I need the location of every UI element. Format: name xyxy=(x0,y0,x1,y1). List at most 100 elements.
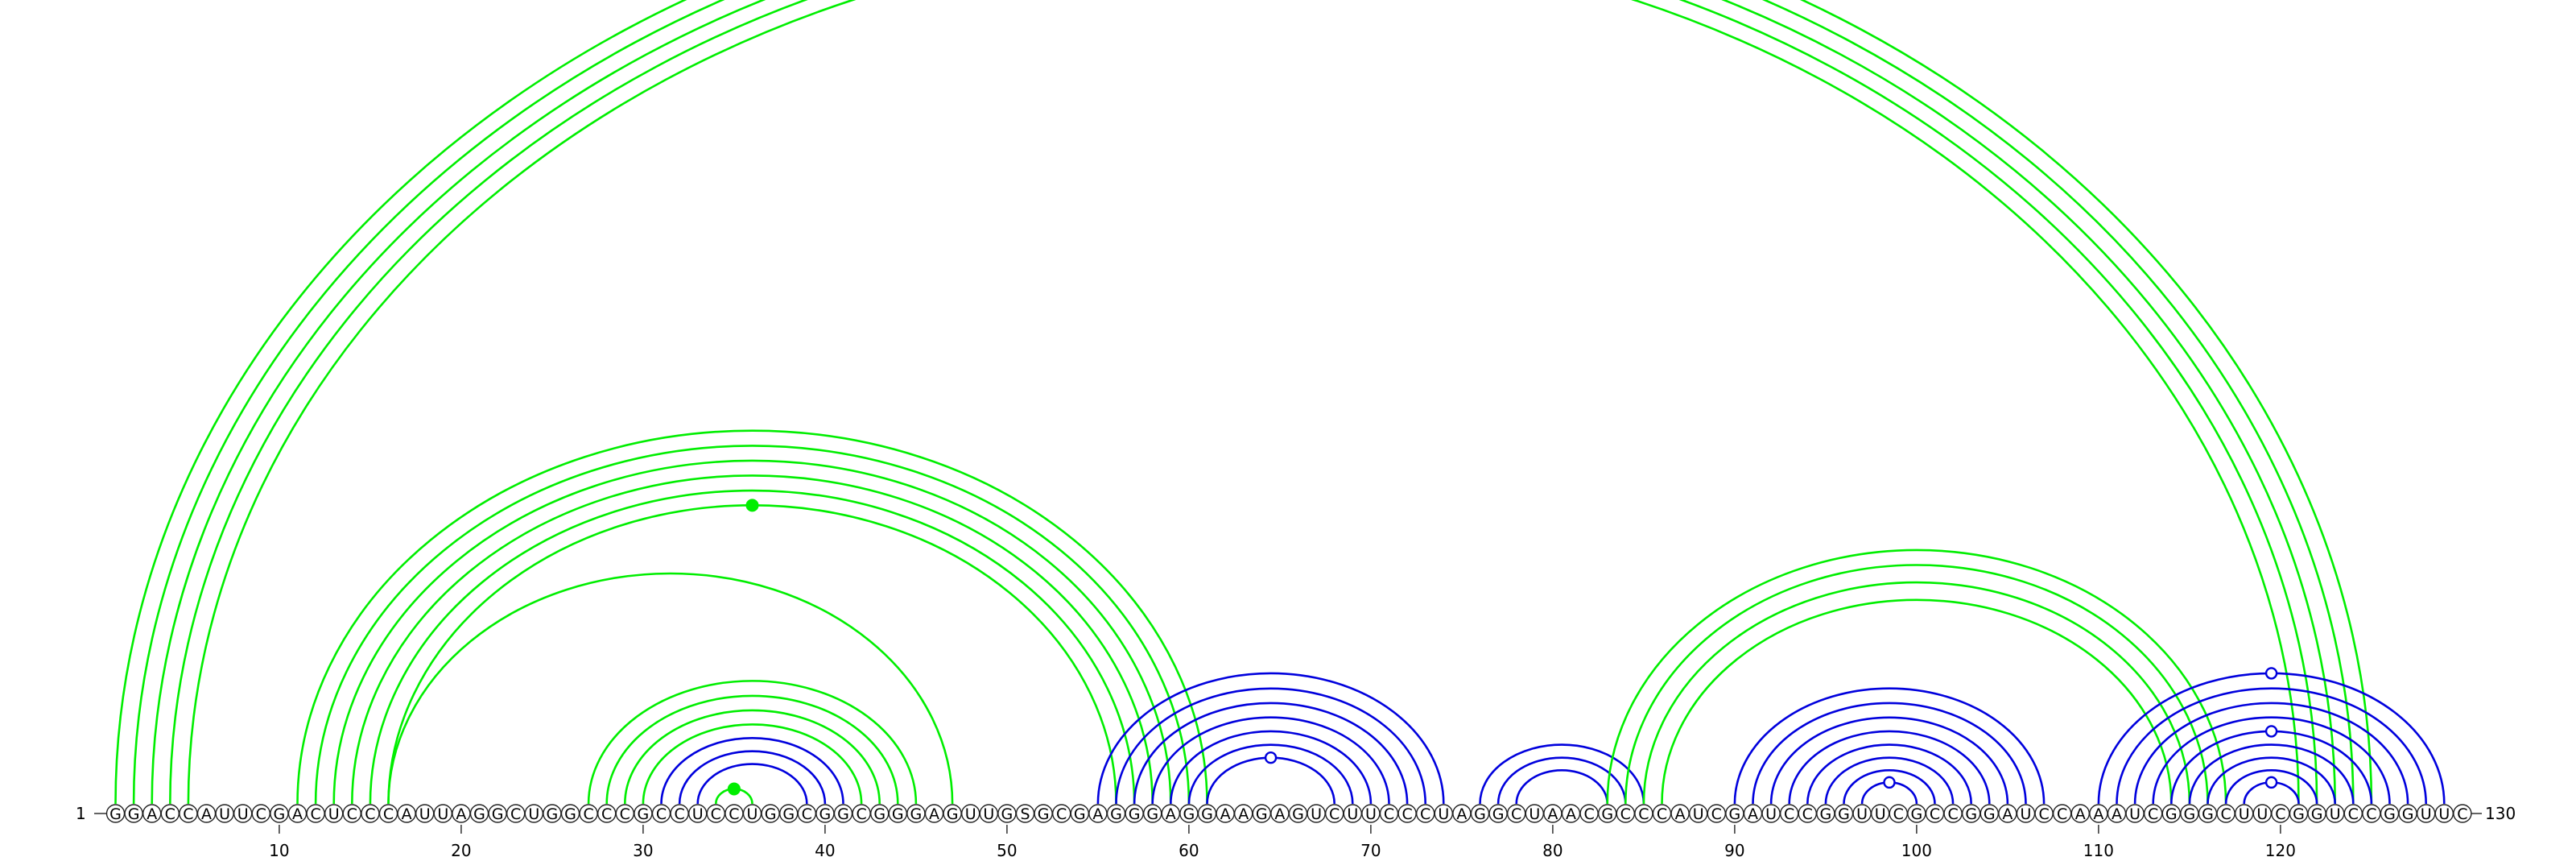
nucleotide: C xyxy=(1616,804,1636,823)
arc-60-69 xyxy=(1187,743,1354,805)
arc-112-127 xyxy=(2133,702,2409,805)
nucleotide: U xyxy=(1688,804,1708,823)
nucleotide-letter: G xyxy=(473,805,485,823)
arc-90-107 xyxy=(1733,687,2046,805)
arc-83-117 xyxy=(1606,549,2227,805)
nucleotide-letter: U xyxy=(965,805,976,823)
nucleotide: U xyxy=(2325,804,2345,823)
nucleotide: A xyxy=(1233,804,1253,823)
nucleotide-letter: G xyxy=(1256,805,1268,823)
nucleotide-letter: G xyxy=(1146,805,1158,823)
nucleotide: G xyxy=(1252,804,1272,823)
nucleotide-letter: C xyxy=(383,805,394,823)
nucleotide: A xyxy=(196,804,217,823)
nucleotide-letter: G xyxy=(765,805,777,823)
nucleotide: A xyxy=(1161,804,1181,823)
tick-label-40: 40 xyxy=(815,841,835,857)
tick-label-50: 50 xyxy=(997,841,1017,857)
nucleotide-letter: G xyxy=(1838,805,1850,823)
nucleotide-letter: C xyxy=(1657,805,1667,823)
nucleotide: A xyxy=(397,804,416,823)
nucleotide-letter: U xyxy=(2330,805,2341,823)
nucleotide: G xyxy=(469,804,489,823)
arc-86-114 xyxy=(1661,598,2173,805)
nucleotide-letter: G xyxy=(274,805,286,823)
arc-15-57 xyxy=(369,489,1136,805)
arc-16-47 xyxy=(387,572,954,805)
nucleotide: C xyxy=(160,804,180,823)
open-marker-97-100 xyxy=(1883,776,1896,789)
nucleotide: C xyxy=(378,804,398,823)
nucleotide-letter: U xyxy=(1438,805,1449,823)
nucleotide-letter: G xyxy=(1129,805,1141,823)
filled-marker-34-36 xyxy=(727,782,741,796)
nucleotide-letter: U xyxy=(1529,805,1540,823)
arc-91-106 xyxy=(1752,702,2027,805)
arc-85-115 xyxy=(1642,581,2191,805)
nucleotide: C xyxy=(724,804,744,823)
arc-78-83 xyxy=(1515,769,1608,805)
arc-5-121 xyxy=(187,0,2300,805)
nucleotide-letter: A xyxy=(1238,805,1249,823)
nucleotide-letter: C xyxy=(2148,805,2158,823)
nucleotide-letter: G xyxy=(638,805,650,823)
nucleotide-letter: G xyxy=(782,805,795,823)
nucleotide-letter: C xyxy=(1583,805,1594,823)
nucleotide-letter: C xyxy=(1620,805,1631,823)
nucleotide-letter: U xyxy=(1875,805,1886,823)
backbone-layer: 1 130 xyxy=(76,804,2516,823)
nucleotide: A xyxy=(924,804,944,823)
nucleotide: U xyxy=(979,804,999,823)
arc-59-70 xyxy=(1170,730,1373,805)
nucleotide: U xyxy=(2125,804,2145,823)
nucleotide: U xyxy=(1307,804,1326,823)
nucleotide: U xyxy=(742,804,762,823)
nucleotide: C xyxy=(1707,804,1727,823)
nucleotide-letter: U xyxy=(419,805,431,823)
nucleotide-letter: A xyxy=(402,805,412,823)
nucleotide: C xyxy=(2362,804,2381,823)
nucleotide: U xyxy=(1761,804,1781,823)
nucleotide: C xyxy=(1415,804,1435,823)
nucleotide-letter: A xyxy=(201,805,212,823)
nucleotide-letter: A xyxy=(147,805,157,823)
nucleotide-letter: U xyxy=(2256,805,2268,823)
nucleotide: A xyxy=(2089,804,2108,823)
nucleotide-letter: C xyxy=(1893,805,1904,823)
nucleotide: C xyxy=(579,804,598,823)
arc-95-102 xyxy=(1824,756,1955,805)
nucleotide-letter: G xyxy=(1965,805,1977,823)
nucleotide-letter: U xyxy=(237,805,249,823)
nucleotide-letter: G xyxy=(128,805,140,823)
ticks-layer: 10 20 30 40 50 60 70 80 90 100 110 120 xyxy=(269,825,2296,857)
arc-55-74 xyxy=(1096,672,1445,805)
nucleotide: U xyxy=(433,804,452,823)
nucleotide-letter: C xyxy=(729,805,739,823)
nucleotide: A xyxy=(1561,804,1581,823)
open-marker-114-125 xyxy=(2264,725,2278,738)
arc-115-124 xyxy=(2188,743,2355,805)
nucleotide: U xyxy=(2252,804,2273,823)
nucleotide-letter: S xyxy=(1020,805,1030,823)
arc-96-101 xyxy=(1843,769,1936,805)
nucleotide: A xyxy=(452,804,471,823)
nucleotide-letter: G xyxy=(1474,805,1486,823)
nucleotide-letter: G xyxy=(910,805,923,823)
nucleotide-letter: G xyxy=(2184,805,2196,823)
nucleotide: U xyxy=(324,804,344,823)
nucleotide: G xyxy=(779,804,799,823)
nucleotide: G xyxy=(1179,804,1199,823)
nucleotide: G xyxy=(1979,804,2000,823)
nucleotide: G xyxy=(815,804,835,823)
nucleotide-letter: G xyxy=(2293,805,2305,823)
nucleotide-letter: G xyxy=(564,805,576,823)
nucleotide: C xyxy=(2216,804,2235,823)
nucleotide: G xyxy=(124,804,143,823)
nucleotide-letter: C xyxy=(583,805,593,823)
nucleotide-letter: A xyxy=(1547,805,1558,823)
nucleotide-letter: U xyxy=(1856,805,1868,823)
nucleotide-letter: U xyxy=(983,805,994,823)
nucleotide: C xyxy=(1925,804,1945,823)
nucleotide-letter: C xyxy=(1802,805,1813,823)
nucleotide: U xyxy=(1434,804,1454,823)
